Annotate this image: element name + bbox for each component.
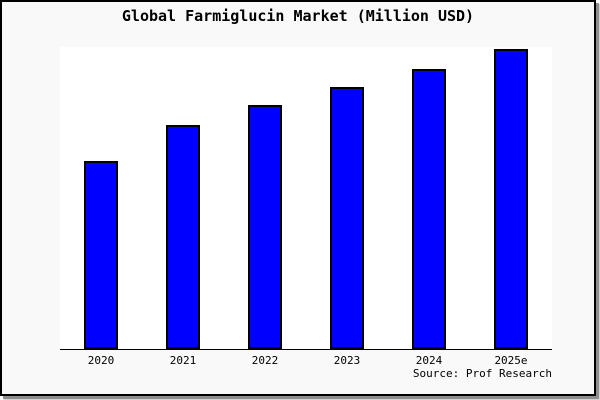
bar-2023	[330, 87, 364, 349]
bar-2025e	[494, 49, 528, 349]
x-axis-labels: 2020 2021 2022 2023 2024 2025e	[60, 354, 552, 368]
x-tick-label-2024: 2024	[415, 354, 443, 367]
x-tick-label-2021: 2021	[169, 354, 197, 367]
x-tick-label-2023: 2023	[333, 354, 361, 367]
bar-2020	[84, 161, 118, 349]
source-credit: Source: Prof Research	[412, 367, 552, 380]
chart-title: Global Farmiglucin Market (Million USD)	[121, 7, 475, 25]
bar-2024	[412, 69, 446, 349]
x-tick-label-2025e: 2025e	[494, 354, 528, 367]
x-tick-label-2020: 2020	[87, 354, 115, 367]
plot-area	[60, 47, 552, 350]
x-tick-label-2022: 2022	[251, 354, 279, 367]
bar-2022	[248, 105, 282, 349]
bar-2021	[166, 125, 200, 349]
x-axis-line	[60, 349, 552, 350]
